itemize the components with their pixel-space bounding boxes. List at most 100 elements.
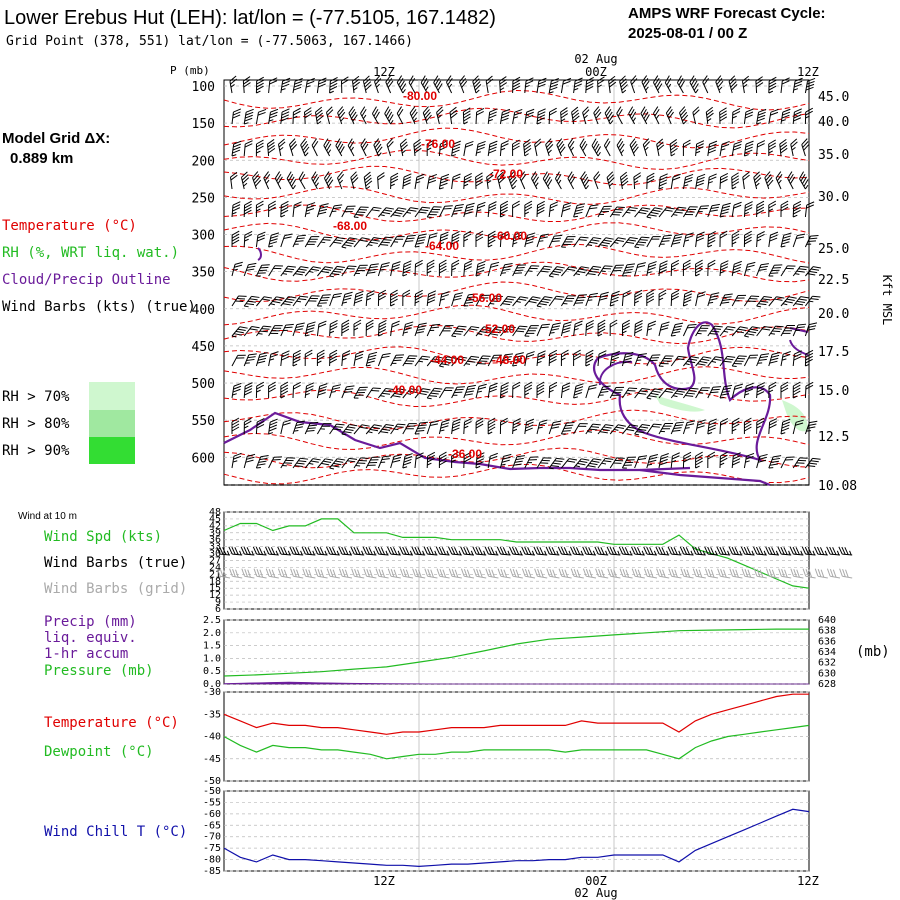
wind-barb-true — [362, 546, 377, 556]
wind-barb — [487, 108, 498, 125]
wind-barb — [500, 326, 516, 337]
wind-barb — [780, 77, 790, 94]
wind-barb — [804, 234, 819, 248]
wind-barb-true — [679, 546, 694, 556]
wind-barb-true — [289, 546, 304, 556]
wind-barb — [304, 202, 316, 218]
wind-barb — [622, 424, 639, 435]
wind-barb — [629, 138, 639, 157]
kft-tick-label: 22.5 — [818, 273, 849, 288]
wind-barb — [634, 207, 651, 218]
precip-area — [223, 681, 809, 685]
wind-barb — [695, 259, 703, 277]
wind-barb — [768, 231, 779, 248]
wind-barb — [695, 140, 705, 157]
y-tick-label: 42 — [209, 521, 221, 532]
wind-barb — [743, 382, 754, 399]
wind-barb-true — [374, 546, 389, 556]
grid-point: Grid Point (378, 551) lat/lon = (-77.506… — [6, 34, 413, 49]
wind-barb — [298, 171, 306, 190]
wind-barb — [658, 260, 668, 277]
wind-barb — [329, 384, 342, 399]
wind-barb — [255, 264, 270, 277]
wind-barb — [304, 382, 315, 399]
wind-barb — [475, 140, 486, 157]
wind-barb — [499, 200, 509, 218]
wind-barb — [512, 455, 525, 469]
wind-barb — [571, 106, 580, 125]
y-tick-label: 1.0 — [203, 653, 221, 664]
wind-barb — [242, 76, 251, 94]
wind-barb — [609, 290, 620, 307]
wind-barb — [463, 417, 472, 435]
wind-barb-true — [435, 546, 450, 556]
wind-barb-grid — [375, 568, 389, 579]
wind-barb-true — [667, 546, 682, 556]
wind-barb — [438, 325, 454, 337]
wind-barb-true — [704, 546, 719, 556]
wind-barb — [360, 138, 369, 157]
wind-barb — [499, 140, 509, 157]
wind-barb — [719, 326, 736, 337]
wind-barb — [676, 75, 685, 94]
wind-barb-grid — [826, 568, 841, 579]
date-label-top: 02 Aug — [574, 52, 617, 66]
wind-barb — [475, 326, 492, 337]
wind-barb — [519, 171, 527, 190]
wind-barb — [280, 233, 293, 248]
temperature-contour — [223, 243, 810, 264]
wind-barb — [475, 417, 484, 435]
pressure-label: Pressure (mb) — [44, 663, 154, 679]
wind-barb — [731, 326, 748, 337]
wind-barb — [536, 457, 552, 469]
wind-barb — [485, 75, 494, 94]
wind-barb — [756, 382, 765, 399]
wind-barb — [508, 171, 518, 190]
wind-barb — [292, 349, 301, 367]
wind-barb — [304, 236, 320, 248]
wind-barb — [365, 387, 381, 399]
wind-barb — [548, 295, 565, 307]
wind-barb — [670, 289, 680, 307]
wind-barb — [337, 106, 346, 125]
tick-top-12z-b: 12Z — [797, 65, 819, 79]
legend-temperature: Temperature (°C) — [2, 218, 137, 234]
wind-barb — [779, 138, 788, 157]
rh70-label: RH > 70% — [2, 389, 70, 405]
wind-barb — [311, 138, 319, 157]
temperature-contour — [223, 127, 810, 149]
wind-barbs-main — [229, 75, 821, 470]
wind-barb — [304, 266, 321, 277]
wind-barb — [573, 320, 583, 337]
y-tick-label: 6 — [215, 604, 221, 615]
wind-barb — [422, 106, 432, 125]
wind-barb — [353, 264, 368, 277]
wind-barb — [390, 320, 400, 337]
wind-barb — [255, 381, 265, 399]
wind-barb — [658, 355, 674, 367]
wind-barb — [438, 173, 450, 190]
wind-barb — [524, 108, 535, 125]
wind-barb — [653, 106, 660, 125]
wind-barb — [487, 354, 502, 367]
wind-barb — [475, 383, 487, 399]
wind-barb-true — [814, 546, 828, 556]
wind-barb — [426, 173, 438, 190]
wind-barb — [707, 356, 724, 367]
wind-barb — [426, 139, 435, 157]
wind-barb — [573, 266, 590, 277]
wind-barb — [609, 424, 626, 435]
wind-barb — [731, 107, 741, 125]
wind-barb — [764, 171, 774, 190]
wind-barb-grid — [509, 568, 523, 579]
wind-barb — [585, 76, 594, 94]
temperature-contour-label: -72.00 — [489, 167, 523, 181]
wind-barb — [567, 171, 576, 190]
wind-barb — [597, 457, 614, 469]
wind-barb — [353, 424, 370, 435]
wind-barb — [341, 265, 357, 277]
wind-barb — [780, 325, 795, 337]
wind10-label: Wind at 10 m — [18, 511, 77, 522]
wind-barb — [487, 326, 504, 337]
wind-barb-true — [789, 546, 804, 556]
